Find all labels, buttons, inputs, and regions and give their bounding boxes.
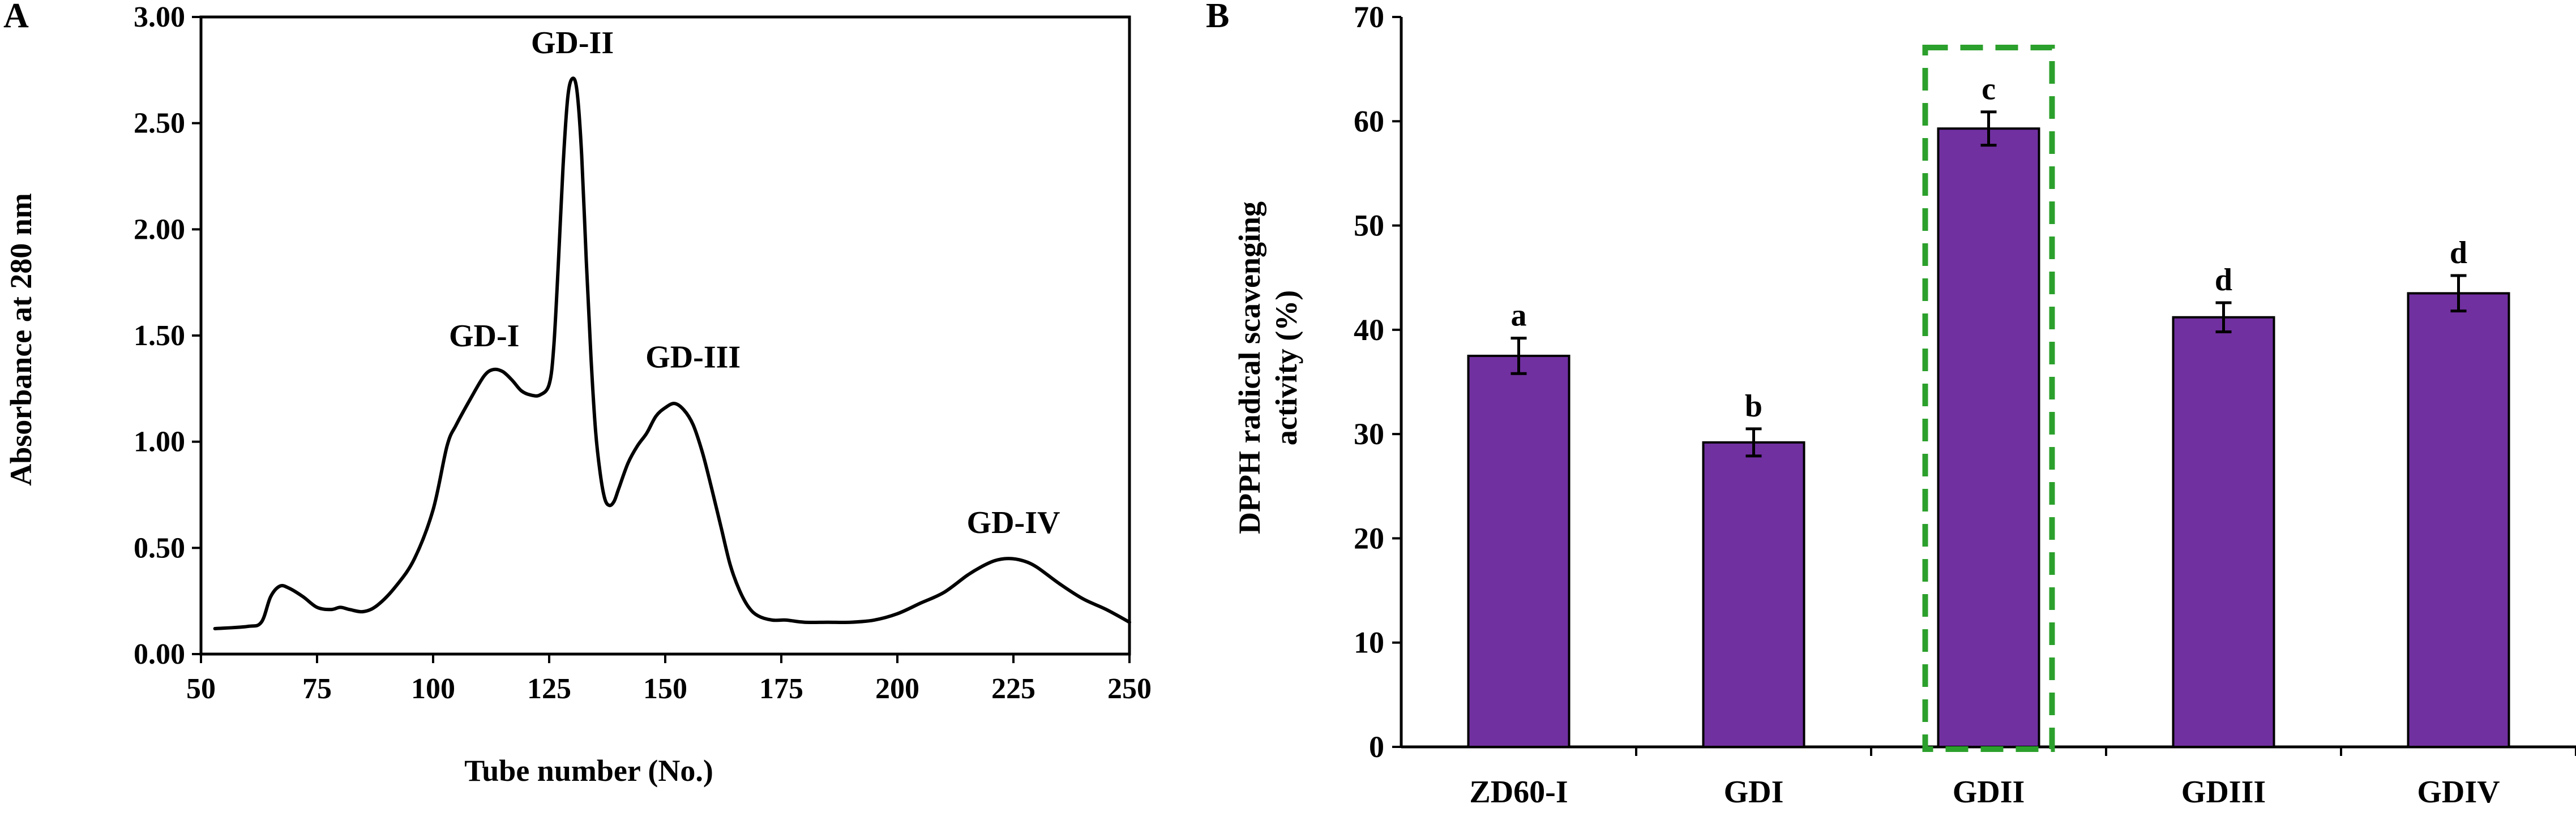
panel-a-x-tick-label: 75 <box>302 673 332 705</box>
peak-label: GD-I <box>449 319 519 354</box>
panel-a-y-tick-label: 1.50 <box>134 320 185 352</box>
panel-a-x-tick-label: 200 <box>875 673 919 705</box>
panel-a-y-tick-label: 0.00 <box>134 638 185 670</box>
panel-b: B 0 10 20 30 40 50 60 70 a b c d d ZD60-I GDI GDII GDI… <box>1206 0 2576 810</box>
panel-b-x-axis: ZD60-I GDI GDII GDIII GDIV <box>1469 747 2576 810</box>
panel-a-x-tick-label: 175 <box>759 673 803 705</box>
panel-a-y-tick-label: 2.50 <box>134 108 185 140</box>
peak-labels: GD-I GD-II GD-III GD-IV <box>449 25 1060 540</box>
bar-gdiii <box>2172 316 2275 748</box>
significance-letter: a <box>1511 298 1527 333</box>
panel-a-x-axis: 50 75 100 125 150 175 200 225 250 <box>186 654 1152 705</box>
panel-b-y-tick-label: 20 <box>1354 521 1384 555</box>
category-label: GDII <box>1953 775 2025 810</box>
panel-a-x-tick-label: 250 <box>1107 673 1152 705</box>
panel-b-y-axis: 0 10 20 30 40 50 60 70 <box>1354 0 1401 764</box>
category-label: GDI <box>1724 775 1784 810</box>
panel-a-x-tick-label: 225 <box>991 673 1035 705</box>
panel-b-y-tick-label: 70 <box>1354 0 1384 34</box>
panel-a-x-tick-label: 125 <box>527 673 571 705</box>
significance-letter: d <box>2215 263 2232 298</box>
panel-a-x-tick-label: 150 <box>643 673 687 705</box>
panel-b-y-tick-label: 50 <box>1354 209 1384 243</box>
bar-zd60-i <box>1467 354 1571 748</box>
bar-gdii <box>1937 127 2040 749</box>
panel-b-label: B <box>1206 0 1229 35</box>
panel-a-y-axis-title: Absorbance at 280 nm <box>4 193 38 486</box>
panel-a-x-tick-label: 100 <box>411 673 455 705</box>
peak-label: GD-III <box>645 339 741 375</box>
panel-a-y-tick-label: 1.00 <box>134 426 185 458</box>
panel-b-y-tick-label: 0 <box>1369 730 1384 764</box>
panel-b-y-tick-label: 10 <box>1354 626 1384 660</box>
peak-label: GD-II <box>531 25 614 61</box>
absorbance-curve <box>213 76 1131 630</box>
panel-b-y-tick-label: 40 <box>1354 313 1384 347</box>
bar-gdiv <box>2407 292 2510 748</box>
panel-a-y-tick-label: 2.00 <box>134 213 185 246</box>
category-label: GDIII <box>2181 775 2266 810</box>
panel-a-y-axis: 0.00 0.50 1.00 1.50 2.00 2.50 3.00 <box>134 1 201 670</box>
panel-b-y-axis-title-line1: DPPH radical scavenging <box>1233 201 1266 534</box>
category-label: ZD60-I <box>1469 775 1568 810</box>
highlight-box <box>1922 45 2055 752</box>
peak-label: GD-IV <box>967 505 1060 540</box>
bar-gdi <box>1702 441 1805 748</box>
significance-letter: b <box>1745 389 1762 424</box>
panel-a-plot-frame <box>199 15 1131 656</box>
panel-b-y-tick-label: 30 <box>1354 417 1384 451</box>
panel-b-y-tick-label: 60 <box>1354 104 1384 138</box>
panel-a-x-axis-title: Tube number (No.) <box>464 754 713 788</box>
panel-a-x-tick-label: 50 <box>186 673 216 705</box>
panel-a-y-tick-label: 0.50 <box>134 532 185 564</box>
significance-letter: c <box>1982 72 1996 107</box>
panel-a-y-tick-label: 3.00 <box>134 1 185 33</box>
panel-b-bars: a b c d d <box>1467 45 2510 752</box>
panel-a: A 0.00 0.50 1.00 1.50 2.00 2.50 3.00 50 75 100 12… <box>3 0 1152 788</box>
panel-b-y-axis-title-line2: activity (%) <box>1269 290 1303 445</box>
category-label: GDIV <box>2417 775 2500 810</box>
panel-a-label: A <box>3 0 29 35</box>
significance-letter: d <box>2450 235 2467 270</box>
